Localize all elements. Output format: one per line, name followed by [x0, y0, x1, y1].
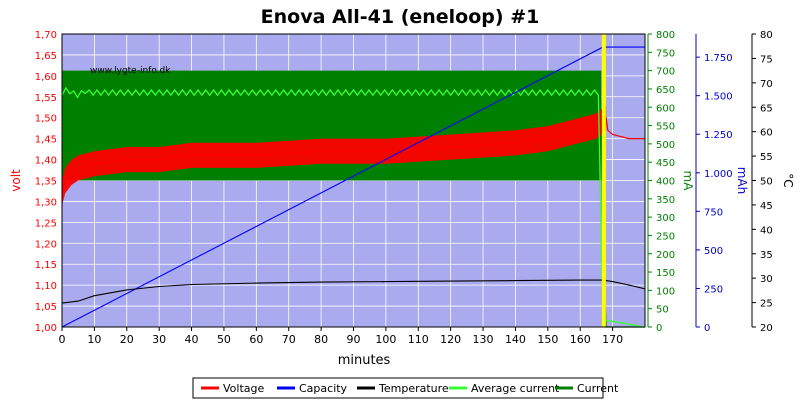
current-tick-label: 50	[656, 305, 669, 316]
x-tick-label: 60	[249, 333, 263, 346]
legend-box	[192, 377, 604, 399]
temperature-tick-label: 45	[760, 201, 773, 212]
current-tick-label: 800	[656, 30, 675, 41]
x-axis-label: minutes	[338, 353, 391, 368]
capacity-tick-label: 500	[704, 246, 723, 257]
capacity-tick-label: 1.500	[704, 92, 733, 103]
x-tick-label: 170	[602, 333, 623, 346]
volt-tick-label: 1,15	[35, 260, 57, 271]
volt-tick-label: 1,40	[35, 156, 57, 167]
plot-area	[61, 33, 646, 328]
temperature-line	[61, 279, 646, 304]
volt-tick-label: 1,00	[35, 323, 57, 334]
current-tick-label: 550	[656, 122, 675, 133]
current-tick-label: 250	[656, 231, 675, 242]
legend-label: Voltage	[223, 382, 264, 395]
capacity-tick-label: 1.000	[704, 169, 733, 180]
temperature-tick-label: 65	[760, 103, 773, 114]
temperature-tick-label: 75	[760, 54, 773, 65]
volt-tick-label: 1,45	[35, 135, 57, 146]
temperature-tick-label: 40	[760, 225, 773, 236]
temperature-tick-label: 50	[760, 177, 773, 188]
capacity-tick-label: 250	[704, 284, 723, 295]
temperature-tick-label: 35	[760, 250, 773, 261]
current-tick-label: 350	[656, 195, 675, 206]
temperature-tick-label: 60	[760, 128, 773, 139]
chart-title: Enova All-41 (eneloop) #1	[261, 6, 540, 28]
temperature-tick-label: 55	[760, 152, 773, 163]
volt-tick-label: 1,65	[35, 51, 57, 62]
watermark-text: www.lygte-info.dk	[90, 66, 171, 76]
current-tick-label: 0	[656, 323, 662, 334]
x-tick-label: 0	[59, 333, 66, 346]
volt-tick-label: 1,05	[35, 302, 57, 313]
legend-label: Current	[577, 382, 619, 395]
volt-tick-label: 1,30	[35, 197, 57, 208]
voltage-line	[61, 116, 645, 194]
current-tick-label: 400	[656, 177, 675, 188]
volt-tick-label: 1,55	[35, 93, 57, 104]
x-tick-label: 150	[537, 333, 558, 346]
x-tick-label: 160	[570, 333, 591, 346]
current-tick-label: 600	[656, 103, 675, 114]
current-tick-label: 200	[656, 250, 675, 261]
capacity-tick-label: 1.750	[704, 53, 733, 64]
current-tick-label: 500	[656, 140, 675, 151]
x-tick-label: 70	[282, 333, 296, 346]
capacity-tick-label: 1.250	[704, 130, 733, 141]
legend-label: Average current	[471, 382, 560, 395]
volt-tick-label: 1,50	[35, 114, 57, 125]
volt-tick-label: 1,70	[35, 30, 57, 41]
temperature-tick-label: 20	[760, 323, 773, 334]
average-current-line	[61, 86, 646, 328]
volt-tick-label: 1,60	[35, 72, 57, 83]
temperature-tick-label: 80	[760, 30, 773, 41]
x-tick-label: 30	[152, 333, 166, 346]
volt-axis-label: volt	[9, 169, 23, 192]
temperature-tick-label: 25	[760, 299, 773, 310]
x-tick-label: 140	[505, 333, 526, 346]
volt-tick-label: 1,10	[35, 281, 57, 292]
x-tick-label: 50	[217, 333, 231, 346]
volt-tick-label: 1,20	[35, 239, 57, 250]
voltage-band	[62, 105, 607, 206]
temperature-axis-label: °C	[781, 173, 795, 187]
temperature-tick-label: 30	[760, 274, 773, 285]
volt-tick-label: 1,35	[35, 177, 57, 188]
current-tick-label: 450	[656, 158, 675, 169]
x-tick-label: 20	[120, 333, 134, 346]
legend: Voltage Capacity Temperature Average curren…	[192, 377, 619, 399]
capacity-axis-label: mAh	[735, 167, 749, 195]
axes: 0 10 20 30 40 50 60 70 80 90 100 110 120 130 140 150 160…	[9, 30, 795, 346]
x-tick-label: 100	[375, 333, 396, 346]
capacity-tick-label: 750	[704, 207, 723, 218]
capacity-tick-label: 0	[704, 323, 710, 334]
current-tick-label: 300	[656, 213, 675, 224]
current-tick-label: 100	[656, 286, 675, 297]
x-tick-label: 80	[314, 333, 328, 346]
x-tick-label: 10	[87, 333, 101, 346]
end-of-charge-marker	[601, 34, 606, 327]
legend-label: Temperature	[378, 382, 449, 395]
current-tick-label: 650	[656, 85, 675, 96]
current-axis-label: mA	[681, 171, 695, 192]
x-tick-label: 120	[440, 333, 461, 346]
x-tick-label: 110	[408, 333, 429, 346]
legend-label: Capacity	[299, 382, 348, 395]
current-tick-label: 700	[656, 67, 675, 78]
volt-tick-label: 1,25	[35, 218, 57, 229]
x-tick-label: 130	[473, 333, 494, 346]
current-tick-label: 150	[656, 268, 675, 279]
x-tick-label: 40	[185, 333, 199, 346]
current-tick-label: 750	[656, 48, 675, 59]
x-tick-label: 90	[347, 333, 361, 346]
temperature-tick-label: 70	[760, 79, 773, 90]
